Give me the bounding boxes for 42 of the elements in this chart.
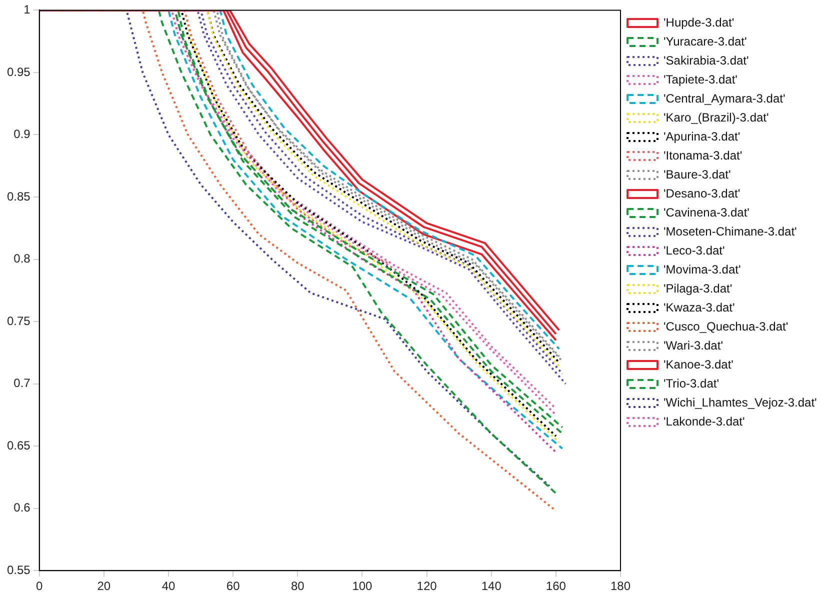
legend-label: 'Central_Aymara-3.dat' (664, 91, 786, 106)
legend-label: 'Cavinena-3.dat' (664, 205, 750, 220)
legend-label: 'Movima-3.dat' (664, 262, 741, 276)
x-tick-label: 160 (546, 579, 566, 594)
y-tick-label: 0.95 (6, 64, 31, 79)
legend-label: 'Hupde-3.dat' (664, 15, 734, 30)
legend-label: 'Kwaza-3.dat' (664, 300, 735, 314)
legend-label: 'Cusco_Quechua-3.dat' (664, 319, 788, 334)
x-tick-label: 80 (290, 579, 305, 594)
legend-label: 'Baure-3.dat' (664, 167, 731, 182)
y-tick-label: 0.9 (14, 127, 31, 142)
legend-label: 'Leco-3.dat' (664, 243, 725, 258)
legend-label: 'Itonama-3.dat' (664, 148, 742, 162)
legend-label: 'Sakirabia-3.dat' (664, 53, 749, 68)
legend-label: 'Pilaga-3.dat' (664, 281, 732, 296)
legend-label: 'Apurina-3.dat' (664, 129, 740, 144)
x-tick-label: 0 (36, 579, 44, 594)
y-tick-label: 0.65 (6, 438, 31, 452)
y-tick-label: 0.55 (6, 562, 31, 577)
x-tick-label: 180 (610, 579, 631, 594)
legend-label: 'Lakonde-3.dat' (664, 414, 745, 428)
y-tick-label: 0.8 (14, 252, 31, 266)
x-tick-label: 100 (352, 579, 373, 594)
x-tick-label: 60 (226, 579, 240, 594)
legend-label: 'Wichi_Lhamtes_Vejoz-3.dat' (664, 395, 817, 410)
x-tick-label: 40 (162, 579, 176, 594)
legend-label: 'Kanoe-3.dat' (664, 357, 734, 372)
legend-label: 'Desano-3.dat' (664, 186, 740, 200)
x-tick-label: 120 (416, 579, 438, 594)
y-tick-label: 0.6 (14, 500, 31, 515)
y-tick-label: 0.7 (14, 376, 31, 390)
y-tick-label: 0.85 (6, 189, 31, 204)
legend-label: 'Karo_(Brazil)-3.dat' (664, 110, 769, 124)
legend-label: 'Tapiete-3.dat' (664, 72, 738, 86)
legend-label: 'Moseten-Chimane-3.dat' (664, 224, 797, 238)
x-tick-label: 20 (97, 579, 111, 594)
legend-label: 'Yuracare-3.dat' (664, 34, 747, 48)
legend-label: 'Wari-3.dat' (664, 338, 723, 352)
y-tick-label: 1 (24, 2, 31, 17)
y-tick-label: 0.75 (6, 314, 31, 328)
x-tick-label: 140 (481, 579, 502, 594)
legend-label: 'Trio-3.dat' (664, 376, 719, 390)
